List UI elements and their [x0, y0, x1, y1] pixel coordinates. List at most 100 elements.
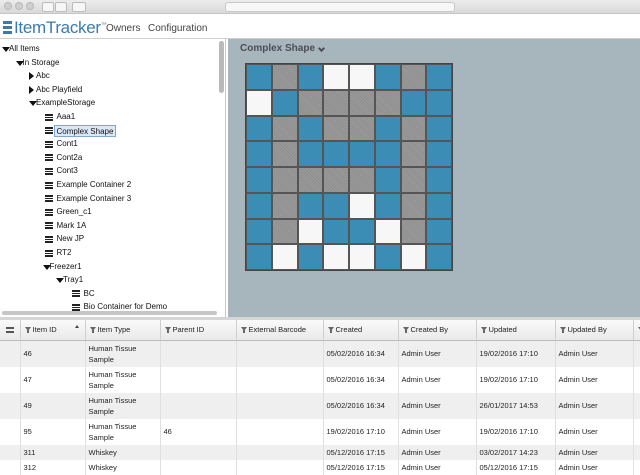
column-header[interactable]: Item Type	[85, 320, 160, 340]
filter-icon[interactable]	[241, 327, 247, 331]
sidebar-button[interactable]	[72, 2, 86, 12]
grid-cell[interactable]	[246, 219, 272, 245]
grid-cell[interactable]	[298, 167, 324, 193]
grid-cell[interactable]	[375, 167, 401, 193]
tree-node-label[interactable]: Cont2a	[57, 152, 83, 164]
grid-cell[interactable]	[426, 193, 452, 219]
column-header[interactable]: Updated By	[555, 320, 633, 340]
column-header[interactable]: Created	[323, 320, 398, 340]
tree-node-label[interactable]: In Storage	[23, 57, 60, 69]
grid-cell[interactable]	[401, 193, 427, 219]
address-field[interactable]	[225, 2, 455, 12]
close-button[interactable]	[4, 2, 12, 10]
grid-cell[interactable]	[349, 64, 375, 90]
grid-cell[interactable]	[401, 64, 427, 90]
grid-cell[interactable]	[246, 193, 272, 219]
grid-cell[interactable]	[426, 64, 452, 90]
column-options[interactable]	[0, 320, 20, 340]
grid-cell[interactable]	[401, 244, 427, 270]
collapsed-arrow[interactable]	[29, 72, 34, 80]
grid-cell[interactable]	[272, 193, 298, 219]
grid-cell[interactable]	[426, 219, 452, 245]
forward-button[interactable]	[55, 2, 67, 12]
filter-icon[interactable]	[25, 327, 31, 331]
grid-cell[interactable]	[349, 193, 375, 219]
tree-node-label[interactable]: Complex Shape	[54, 125, 117, 137]
grid-cell[interactable]	[375, 116, 401, 142]
grid-cell[interactable]	[272, 244, 298, 270]
grid-cell[interactable]	[246, 141, 272, 167]
grid-cell[interactable]	[426, 167, 452, 193]
grid-cell[interactable]	[272, 116, 298, 142]
filter-icon[interactable]	[560, 327, 566, 331]
grid-cell[interactable]	[401, 219, 427, 245]
tree-node-label[interactable]: New JP	[57, 233, 85, 245]
sort-arrow[interactable]	[75, 325, 79, 328]
grid-cell[interactable]	[349, 167, 375, 193]
grid-cell[interactable]	[401, 90, 427, 116]
grid-cell[interactable]	[298, 64, 324, 90]
grid-cell[interactable]	[272, 141, 298, 167]
grid-cell[interactable]	[298, 90, 324, 116]
column-header[interactable]: Updated	[476, 320, 555, 340]
logo[interactable]: ItemTracker™	[14, 18, 106, 38]
tree-node-label[interactable]: All Items	[9, 43, 40, 55]
grid-cell[interactable]	[272, 167, 298, 193]
column-header[interactable]: Parent ID	[160, 320, 236, 340]
filter-icon[interactable]	[328, 327, 334, 331]
grid-cell[interactable]	[375, 193, 401, 219]
tree-node-label[interactable]: Freezer1	[50, 261, 82, 273]
tree-node-label[interactable]: Abc	[36, 70, 50, 82]
column-header[interactable]: Item ID	[20, 320, 85, 340]
grid-cell[interactable]	[401, 167, 427, 193]
grid-cell[interactable]	[298, 244, 324, 270]
nav-link[interactable]: Configuration	[148, 23, 207, 34]
tree-node-label[interactable]: RT2	[57, 247, 72, 259]
tree-node-label[interactable]: Aaa1	[57, 111, 76, 123]
tree-node-label[interactable]: Example Container 2	[57, 179, 132, 191]
grid-cell[interactable]	[272, 90, 298, 116]
grid-cell[interactable]	[298, 141, 324, 167]
minimize-button[interactable]	[15, 2, 23, 10]
grid-cell[interactable]	[375, 90, 401, 116]
grid-cell[interactable]	[375, 244, 401, 270]
grid-cell[interactable]	[426, 141, 452, 167]
grid-cell[interactable]	[401, 141, 427, 167]
zoom-button[interactable]	[26, 2, 34, 10]
grid-cell[interactable]	[298, 193, 324, 219]
tree-node-label[interactable]: Example Container 3	[57, 193, 132, 205]
grid-cell[interactable]	[246, 116, 272, 142]
grid-cell[interactable]	[246, 167, 272, 193]
filter-icon[interactable]	[90, 327, 96, 331]
scrollbar[interactable]	[219, 41, 224, 93]
grid-cell[interactable]	[349, 141, 375, 167]
grid-cell[interactable]	[246, 64, 272, 90]
grid-cell[interactable]	[272, 219, 298, 245]
panel-title[interactable]: Complex Shape	[240, 43, 315, 54]
grid-cell[interactable]	[375, 219, 401, 245]
grid-cell[interactable]	[323, 219, 349, 245]
grid-cell[interactable]	[349, 90, 375, 116]
nav-link[interactable]: Owners	[106, 23, 140, 34]
grid-cell[interactable]	[323, 244, 349, 270]
tree-node-label[interactable]: BC	[84, 288, 95, 300]
tree-node-label[interactable]: Mark 1A	[57, 220, 87, 232]
grid-cell[interactable]	[323, 64, 349, 90]
grid-cell[interactable]	[349, 219, 375, 245]
scrollbar[interactable]	[2, 311, 217, 315]
grid-cell[interactable]	[323, 141, 349, 167]
tree-node-label[interactable]: Cont3	[57, 165, 78, 177]
filter-icon[interactable]	[403, 327, 409, 331]
grid-cell[interactable]	[349, 244, 375, 270]
tree-node-label[interactable]: Green_c1	[57, 206, 92, 218]
column-header[interactable]: External Barcode	[236, 320, 323, 340]
filter-icon[interactable]	[481, 327, 487, 331]
grid-cell[interactable]	[349, 116, 375, 142]
grid-cell[interactable]	[323, 90, 349, 116]
grid-cell[interactable]	[401, 116, 427, 142]
